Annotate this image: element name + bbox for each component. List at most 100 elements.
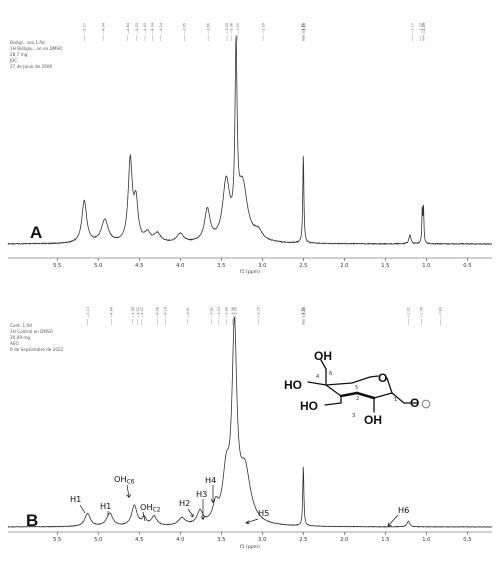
peak-value-label: —4.43 [143, 23, 147, 34]
x-tick-label: 5.5 [53, 537, 61, 543]
panel-b-header-line: 6 de Septiembre de 2022 [10, 347, 64, 352]
x-tick-label: 1.5 [381, 537, 389, 543]
panel-a-header-line: Bisbgl...sno.1.fid [10, 40, 45, 45]
carbon-number-6: 6 [329, 371, 332, 377]
peak-value-label: —3.33 [233, 307, 237, 318]
panel-a-peak-labels: —5.17 —4.94 —4.64 —4.53 —4.43 —4.34 —4.24 —3.95… [82, 23, 426, 41]
annotation-ohc2: OHC2 [140, 502, 161, 522]
peak-value-label: —1.06 [420, 307, 424, 318]
peak-value-label: —3.30 [236, 23, 240, 34]
x-tick-label: 0.5 [463, 263, 471, 269]
x-tick-label: 5.0 [94, 537, 102, 543]
peak-value-label: —3.95 [183, 23, 187, 34]
panel-a-x-ticks: 5.5 5.0 4.5 4.0 3.5 3.0 2.5 2.0 1.5 1.0 0.5 [53, 258, 472, 269]
peak-value-label: —4.34 [151, 23, 155, 34]
peak-value-label: —1.22 [407, 307, 411, 318]
peak-value-label: —3.91 [186, 307, 190, 318]
peak-value-label: —3.62 [210, 307, 214, 318]
panel-a-letter: A [30, 223, 42, 242]
x-tick-label: 2.0 [340, 537, 348, 543]
x-tick-label: 3.0 [258, 263, 266, 269]
x-tick-label: 5.5 [53, 263, 61, 269]
x-tick-label: 5.0 [94, 263, 102, 269]
x-tick-label: 3.0 [258, 537, 266, 543]
peak-value-label: —2.50 [302, 307, 306, 318]
panel-b-header-line: AEG [10, 341, 19, 346]
peak-value-label: —4.53 [135, 23, 139, 34]
x-tick-label: 0.5 [463, 537, 471, 543]
annotation-h5: H5 [245, 508, 269, 525]
carbon-number-1: 1 [394, 397, 397, 403]
panel-a-header: Bisbgl...sno.1.fid 1H Bisbglu...no en DM… [9, 40, 63, 69]
aglycone-circle [421, 399, 431, 409]
x-tick-label: 1.5 [381, 263, 389, 269]
panel-a-header-line: 1H Bisbglu...no en DMSO [10, 46, 63, 51]
x-tick-label: 4.5 [135, 537, 143, 543]
panel-b-letter: B [26, 511, 38, 530]
peak-value-label: —3.53 [217, 307, 221, 318]
x-tick-label: 2.5 [299, 537, 307, 543]
peak-value-label: —1.17 [411, 23, 415, 34]
annotation-h1-b: H1 [100, 501, 111, 516]
peak-value-label: —4.84 [110, 307, 114, 318]
atom-oh-6: OH [314, 349, 332, 363]
peak-value-label: —4.94 [101, 23, 105, 34]
panel-a-header-line: 27 de Junio de 2009 [10, 64, 52, 69]
peak-value-label: —0.83 [439, 307, 443, 318]
panel-b-spectrum-line [7, 316, 493, 528]
glycosidic-oxygen: O [410, 396, 419, 410]
peak-value-label: —5.13 [86, 307, 90, 318]
peak-value-label: —2.49 [302, 23, 306, 34]
peak-value-label: —3.66 [206, 23, 210, 34]
glucose-structure: OH HO HO OH O O 6 5 4 3 2 1 [270, 345, 458, 430]
svg-text:H5: H5 [258, 508, 269, 518]
panel-a-spectrum-line [7, 35, 493, 246]
peak-value-label: —4.18 [164, 307, 168, 318]
panel-b-peak-labels: —5.13 —4.84 —4.58 —4.52 —4.47 —4.28 —4.18 —3.91… [86, 307, 443, 325]
svg-text:OHC6: OHC6 [114, 474, 135, 486]
peak-value-label: —2.50 [302, 23, 306, 34]
peak-value-label: —2.51 [301, 23, 305, 34]
carbon-number-2: 2 [356, 396, 359, 402]
panel-b-header: Cont..1.fid 1H Control en DMSO 20,09 mg … [10, 323, 64, 352]
peak-value-label: —3.44 [224, 307, 228, 318]
annotation-h2: H2 [179, 498, 194, 518]
annotation-ohc6: OHC6 [114, 474, 135, 499]
annotation-h6: H6 [387, 505, 409, 527]
panel-b-header-line: 1H Control en DMSO [10, 329, 54, 334]
panel-b-header-line: 20,09 mg [10, 335, 30, 340]
peak-value-label: —1.03 [422, 23, 426, 34]
x-tick-label: 1.0 [422, 263, 430, 269]
panel-b-header-line: Cont..1.fid [10, 323, 32, 328]
peak-value-label: —3.43 [225, 23, 229, 34]
peak-value-label: —4.52 [136, 307, 140, 318]
atom-oh-2: OH [364, 413, 382, 427]
x-tick-label: 2.0 [340, 263, 348, 269]
peak-value-label: —2.49 [302, 307, 306, 318]
panel-a-header-line: 28.7 mg [10, 52, 28, 57]
peak-value-label: —4.47 [140, 307, 144, 318]
x-tick-label: 2.5 [299, 263, 307, 269]
panel-b-annotations: H1 H1 OHC6 OHC2 H2 H3 [70, 474, 409, 527]
x-tick-label: 4.0 [176, 263, 184, 269]
panel-b-x-axis-label: f1 (ppm) [240, 544, 260, 550]
annotation-h3: H3 [196, 489, 207, 521]
ring-oxygen: O [378, 371, 387, 385]
panel-b: Cont..1.fid 1H Control en DMSO 20,09 mg … [7, 307, 493, 550]
x-tick-label: 3.5 [217, 537, 225, 543]
peak-value-label: —4.24 [159, 23, 163, 34]
carbon-number-5: 5 [355, 385, 358, 391]
atom-ho-3: HO [300, 399, 318, 413]
structure-background [270, 345, 458, 430]
panel-a: Bisbgl...sno.1.fid 1H Bisbglu...no en DM… [7, 23, 493, 275]
svg-text:H6: H6 [398, 505, 409, 515]
annotation-h4: H4 [205, 475, 216, 504]
annotation-h1-a: H1 [70, 494, 86, 514]
carbon-number-3: 3 [352, 413, 355, 419]
atom-ho-4: HO [284, 378, 302, 392]
x-tick-label: 1.0 [422, 537, 430, 543]
peak-value-label: —4.64 [126, 23, 130, 34]
svg-text:H1: H1 [100, 501, 111, 511]
peak-value-label: —1.04 [421, 23, 425, 34]
